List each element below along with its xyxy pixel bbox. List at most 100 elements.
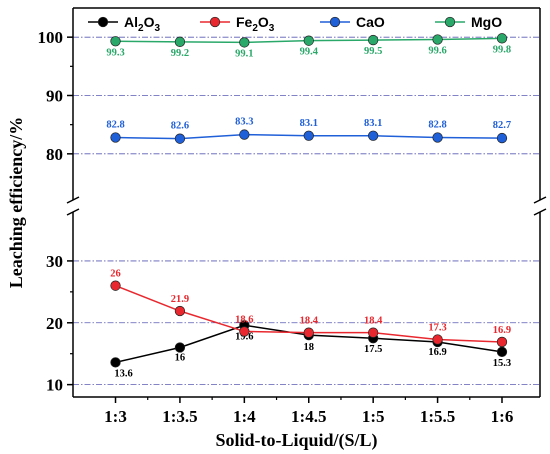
y-axis-title: Leaching efficiency/% xyxy=(6,117,26,288)
axis-break-mark xyxy=(66,208,80,216)
data-point xyxy=(174,133,186,144)
data-label: 18.4 xyxy=(364,316,383,327)
legend-item-mgo: MgO xyxy=(435,14,502,30)
legend-label-part: O xyxy=(144,14,155,30)
x-tick-label: 1:3 xyxy=(104,407,127,426)
legend-label-part: 2 xyxy=(252,23,258,34)
data-label: 82.7 xyxy=(493,120,511,131)
data-label: 18 xyxy=(304,342,315,353)
data-label: 15.3 xyxy=(493,358,511,369)
data-point xyxy=(368,34,379,46)
legend-item-al2o3: Al2O3 xyxy=(88,14,160,34)
legend-item-cao: CaO xyxy=(320,14,385,30)
axis-break-mark xyxy=(533,196,547,204)
legend-label: CaO xyxy=(356,14,385,30)
axis-break-mark xyxy=(66,196,80,204)
x-axis-title: Solid-to-Liquid/(S/L) xyxy=(215,430,377,451)
data-point xyxy=(239,326,250,337)
axes-frame xyxy=(66,7,547,398)
legend-label: MgO xyxy=(471,14,502,30)
data-point xyxy=(110,36,121,47)
legend-marker xyxy=(444,16,456,28)
legend-label-part: O xyxy=(258,14,269,30)
x-tick-label: 1:3.5 xyxy=(162,407,197,426)
data-label: 26 xyxy=(110,269,121,280)
data-point xyxy=(174,305,186,317)
data-point xyxy=(432,132,443,143)
data-label: 99.1 xyxy=(235,48,253,59)
data-point xyxy=(303,327,314,338)
y-ticks: 10 20 30 80 90 100 xyxy=(38,28,73,395)
legend-label-part: Fe xyxy=(236,14,253,30)
data-point xyxy=(303,130,314,141)
legend-marker xyxy=(97,16,109,28)
data-point xyxy=(110,357,121,368)
series-mgo: 99.3 99.2 99.1 99.4 99.5 99.6 99.8 xyxy=(106,33,511,59)
data-point xyxy=(368,327,379,338)
data-label: 99.6 xyxy=(428,46,446,57)
axis-break-mark xyxy=(533,208,547,216)
x-tick-label: 1:4.5 xyxy=(291,407,326,426)
data-label: 83.1 xyxy=(300,118,318,129)
legend-label: Fe2O3 xyxy=(236,14,275,34)
data-label: 18.6 xyxy=(235,314,253,325)
legend-marker xyxy=(209,16,221,28)
data-point xyxy=(368,130,379,141)
y-tick-label: 90 xyxy=(46,87,63,106)
x-tick-label: 1:4 xyxy=(233,407,256,426)
data-label: 17.5 xyxy=(364,344,382,355)
data-point xyxy=(110,280,121,291)
data-label: 18.4 xyxy=(300,316,319,327)
data-label: 21.9 xyxy=(171,294,189,305)
data-label: 82.8 xyxy=(106,120,124,131)
data-point xyxy=(496,336,508,348)
y-tick-label: 30 xyxy=(46,252,63,271)
legend-marker xyxy=(329,16,341,28)
data-point xyxy=(432,34,443,45)
x-tick-label: 1:5 xyxy=(362,407,385,426)
data-label: 82.6 xyxy=(171,121,189,132)
series-layer: 13.6 16 19.6 18 17.5 16.9 15.3 26 21.9 18.6 18.4 18… xyxy=(106,33,511,379)
data-label: 17.3 xyxy=(428,322,446,333)
data-label: 99.5 xyxy=(364,46,382,57)
series-fe2o3: 26 21.9 18.6 18.4 18.4 17.3 16.9 xyxy=(110,269,511,348)
data-point xyxy=(496,132,508,144)
data-label: 99.8 xyxy=(493,44,511,55)
y-tick-label: 100 xyxy=(38,28,64,47)
legend-item-fe2o3: Fe2O3 xyxy=(200,14,275,34)
data-label: 99.2 xyxy=(171,48,189,59)
data-point xyxy=(174,342,186,353)
data-label: 13.6 xyxy=(114,368,132,379)
data-label: 83.1 xyxy=(364,118,382,129)
legend-label-part: Al xyxy=(124,14,138,30)
series-cao: 82.8 82.6 83.3 83.1 83.1 82.8 82.7 xyxy=(106,117,511,144)
data-label: 19.6 xyxy=(235,331,253,342)
data-label: 82.8 xyxy=(428,120,446,131)
data-label: 99.3 xyxy=(106,47,124,58)
data-point xyxy=(303,35,314,46)
data-label: 16.9 xyxy=(428,347,446,358)
y-tick-label: 80 xyxy=(46,145,63,164)
data-point xyxy=(110,132,121,143)
data-label: 99.4 xyxy=(300,47,319,58)
data-point xyxy=(239,129,250,140)
y-tick-label: 10 xyxy=(46,376,63,395)
data-point xyxy=(239,37,250,48)
data-point xyxy=(496,346,508,357)
legend-label-part: 3 xyxy=(269,23,275,34)
legend-label-part: 3 xyxy=(154,23,160,34)
data-label: 16 xyxy=(175,353,186,364)
x-tick-label: 1:6 xyxy=(491,407,514,426)
y-tick-label: 20 xyxy=(46,314,63,333)
data-point xyxy=(174,36,186,47)
legend: Al2O3 Fe2O3 CaO MgO xyxy=(88,14,502,34)
data-point xyxy=(432,334,443,345)
data-label: 83.3 xyxy=(235,117,253,128)
data-point xyxy=(496,33,508,44)
legend-label-part: 2 xyxy=(138,23,144,34)
x-ticks: 1:3 1:3.5 1:4 1:4.5 1:5 1:5.5 1:6 xyxy=(104,397,513,426)
x-tick-label: 1:5.5 xyxy=(420,407,455,426)
data-label: 16.9 xyxy=(493,325,511,336)
